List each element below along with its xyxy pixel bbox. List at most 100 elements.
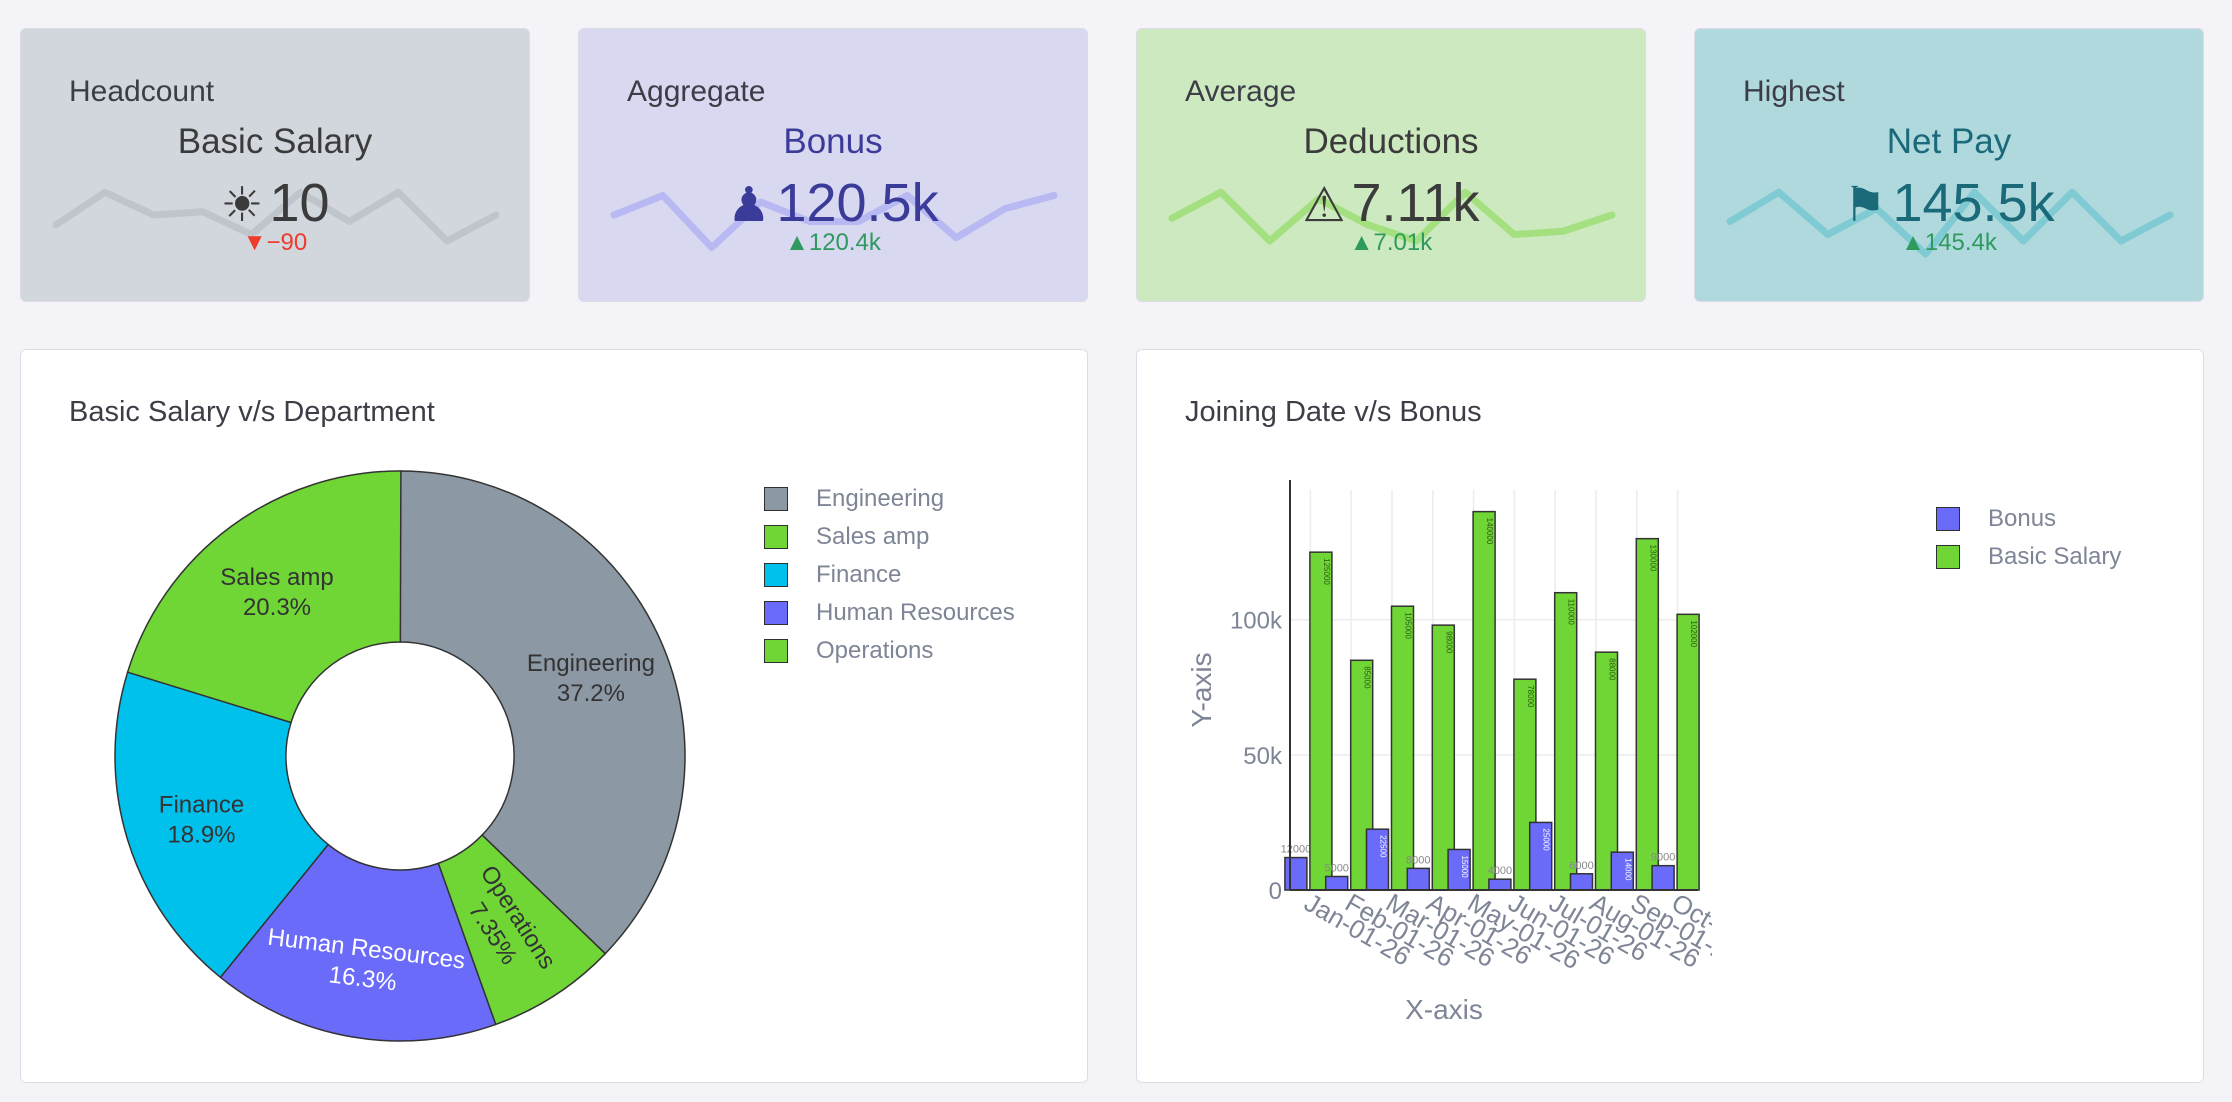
bar-basic-salary[interactable] (1676, 613, 1700, 891)
flag-icon: ⚑ (1843, 179, 1887, 232)
legend-label: Finance (816, 561, 902, 588)
bar-basic-salary[interactable] (1635, 537, 1660, 891)
pie-label: Finance 18.9% (159, 791, 244, 848)
legend-label: Engineering (816, 485, 945, 512)
bar-bonus[interactable] (1406, 867, 1431, 891)
bar-bonus[interactable] (1569, 873, 1594, 891)
kpi-metric: Net Pay (1886, 122, 2012, 161)
bar-basic-salary[interactable] (1390, 605, 1415, 891)
pie-label-percent: 37.2% (557, 680, 625, 707)
kpi-value-row: ☀ 10 (21, 172, 529, 234)
sun-icon: ☀ (220, 179, 264, 232)
legend-swatch (764, 601, 788, 625)
kpi-value-row: ⚠ 7.11k (1137, 172, 1645, 234)
bar-value-label: 14000 (1623, 858, 1632, 881)
pie-label-percent: 18.9% (167, 821, 235, 848)
bar-value-label: 105000 (1404, 612, 1413, 639)
sparkline-line (1726, 188, 2174, 258)
bar-basic-salary[interactable] (1553, 591, 1578, 891)
kpi-card-aggregate: Aggregate Bonus ♟ 120.5k ▲120.4k (578, 28, 1088, 302)
kpi-metric: Deductions (1303, 122, 1479, 161)
legend-label: Operations (816, 637, 934, 664)
pie-label-percent: 20.3% (243, 594, 311, 621)
bar-value-label: 102000 (1689, 620, 1698, 647)
sparkline-line (1168, 188, 1616, 245)
kpi-card-headcount: Headcount Basic Salary ☀ 10 ▼−90 (20, 28, 530, 302)
bar-bonus[interactable] (1488, 878, 1512, 891)
bar-value-label: 98000 (1444, 631, 1453, 654)
kpi-card-highest: Highest Net Pay ⚑ 145.5k ▲145.4k (1694, 28, 2204, 302)
y-tick-label: 100k (1230, 608, 1283, 635)
bar-basic-salary[interactable] (1472, 510, 1496, 891)
kpi-value: 145.5k (1892, 173, 2055, 233)
sparkline (1726, 188, 2174, 258)
legend-swatch (764, 639, 788, 663)
bar-chart-title: Joining Date v/s Bonus (1185, 396, 1482, 428)
bar-bonus[interactable] (1324, 875, 1349, 891)
kpi-value: 10 (269, 173, 330, 233)
kpi-metric: Bonus (783, 122, 883, 161)
bar-basic-salary[interactable] (1309, 551, 1333, 891)
pie-slice-finance[interactable] (114, 671, 330, 979)
sparkline (1168, 188, 1616, 245)
bar-value-label: 15000 (1460, 855, 1469, 878)
kpi-value-row: ♟ 120.5k (579, 172, 1087, 234)
legend-swatch (764, 525, 788, 549)
bar-bonus[interactable] (1284, 856, 1308, 891)
legend-label: Human Resources (816, 599, 1015, 626)
sparkline-line (610, 192, 1058, 251)
bar-value-label: 6000 (1569, 860, 1593, 872)
bar-value-label: 110000 (1567, 599, 1576, 626)
bar-value-label: 22500 (1379, 835, 1388, 858)
pie-chart-title: Basic Salary v/s Department (69, 396, 435, 428)
legend-label: Bonus (1988, 505, 2057, 532)
pie-label-name: Engineering (527, 650, 655, 677)
kpi-metric: Basic Salary (177, 122, 373, 161)
legend-swatch (764, 563, 788, 587)
kpi-value: 7.11k (1351, 173, 1480, 233)
chess-pawn-icon: ♟ (727, 179, 771, 232)
bar-value-label: 5000 (1324, 862, 1348, 874)
kpi-delta: ▼−90 (242, 229, 308, 256)
pie-chart-panel: Basic Salary v/s Department Engineering 3… (20, 349, 1088, 1083)
legend-label: Basic Salary (1988, 543, 2122, 570)
bar-value-label: 130000 (1648, 545, 1657, 572)
y-tick-label: 0 (1269, 878, 1282, 905)
sparkline (52, 188, 500, 245)
pie-slice-engineering[interactable] (399, 470, 686, 955)
kpi-delta: ▲120.4k (785, 229, 881, 256)
kpi-label: Highest (1743, 75, 1845, 108)
warning-icon: ⚠ (1302, 179, 1346, 232)
legend-label: Sales amp (816, 523, 930, 550)
x-axis-label: X-axis (1405, 994, 1483, 1025)
kpi-label: Aggregate (627, 75, 766, 108)
bar-value-label: 4000 (1488, 865, 1512, 877)
kpi-delta: ▲7.01k (1349, 229, 1433, 256)
bar-value-label: 125000 (1322, 558, 1331, 585)
bar-value-label: 8000 (1406, 854, 1430, 866)
pie-label-name: Finance (159, 791, 244, 818)
sparkline-line (52, 188, 500, 245)
legend-swatch (1936, 507, 1960, 531)
pie-label: Sales amp 20.3% (220, 564, 333, 621)
pie-label: Engineering 37.2% (527, 650, 655, 707)
y-tick-label: 50k (1243, 743, 1283, 770)
bar-value-label: 9000 (1651, 852, 1675, 864)
legend-swatch (764, 487, 788, 511)
kpi-label: Headcount (69, 75, 215, 108)
bar-chart-panel: Joining Date v/s Bonus 0 50k 100k 12000 1250… (1136, 349, 2204, 1083)
pie-slice-sales-amp[interactable] (126, 470, 402, 724)
pie-label-name: Sales amp (220, 564, 333, 591)
y-axis-label: Y-axis (1186, 652, 1217, 727)
x-tick-labels: Jan-01-26Feb-01-26Mar-01-26Apr-01-26May-… (1299, 890, 1712, 975)
kpi-value-row: ⚑ 145.5k (1695, 172, 2203, 234)
sparkline (610, 192, 1058, 251)
bar-bonus[interactable] (1651, 864, 1675, 891)
bar-value-label: 25000 (1542, 828, 1551, 851)
bar-value-label: 78000 (1526, 685, 1535, 708)
bar-value-label: 88000 (1608, 658, 1617, 681)
legend-swatch (1936, 545, 1960, 569)
kpi-value: 120.5k (776, 173, 939, 233)
bar-value-label: 85000 (1363, 666, 1372, 689)
